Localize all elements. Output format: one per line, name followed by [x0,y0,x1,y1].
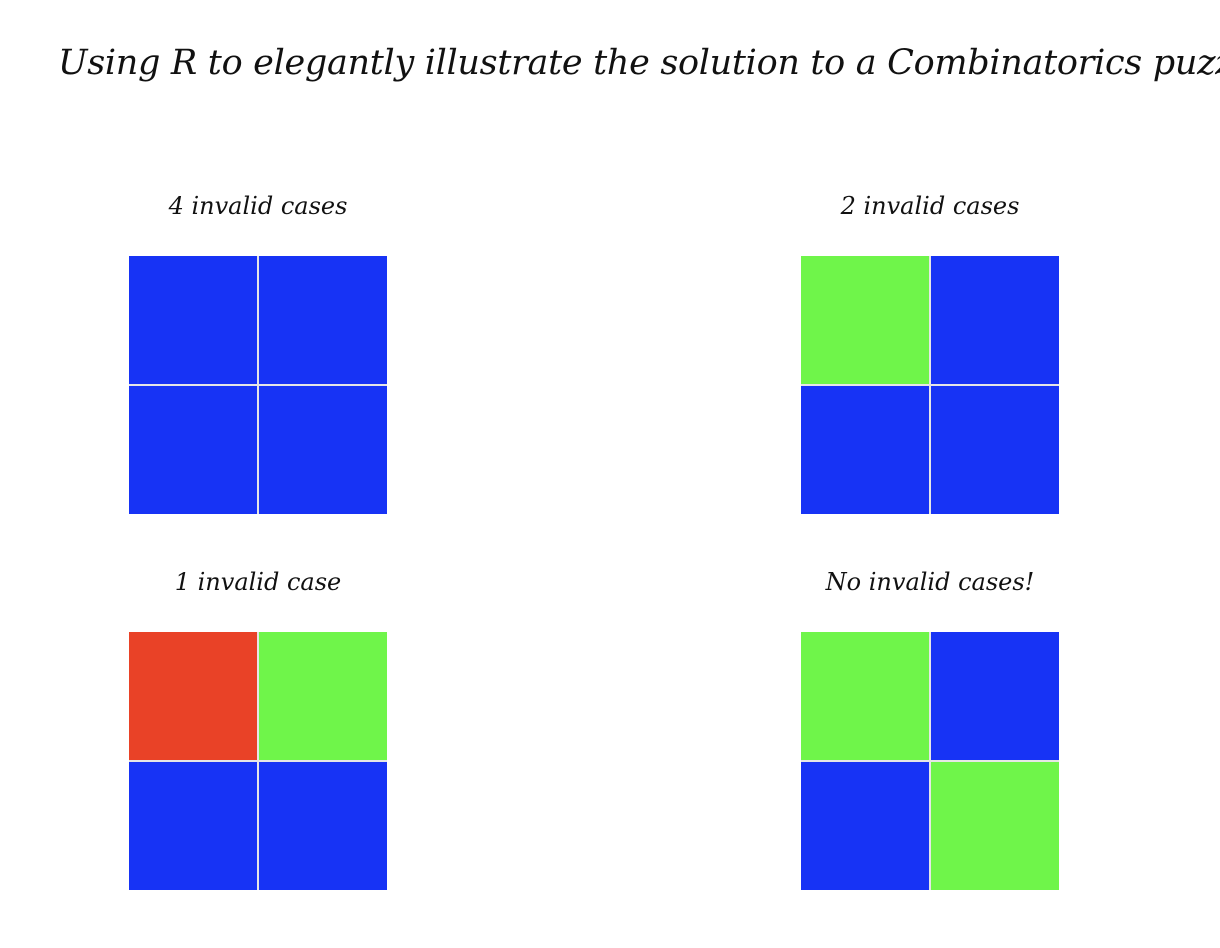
grid-cell [129,632,257,760]
grid-cell [129,386,257,514]
panel-four-invalid-cases: 4 invalid cases [129,186,387,514]
grid-cell [931,632,1059,760]
grid-cell [259,256,387,384]
grid-cell [931,256,1059,384]
panel-no-invalid-cases: No invalid cases! [801,562,1059,890]
grid-cell [259,762,387,890]
grid-cell [129,256,257,384]
grid-cell [259,632,387,760]
panel-label: 4 invalid cases [168,192,348,220]
grid-cell [801,256,929,384]
panel-label: 2 invalid cases [840,192,1020,220]
panel-one-invalid-case: 1 invalid case [129,562,387,890]
grid-cell [801,632,929,760]
color-grid [129,256,387,514]
grid-cell [801,386,929,514]
grid-cell [129,762,257,890]
grid-cell [931,386,1059,514]
grid-cell [931,762,1059,890]
grid-cell [259,386,387,514]
grid-cell [801,762,929,890]
panel-two-invalid-cases: 2 invalid cases [801,186,1059,514]
panel-label: No invalid cases! [825,568,1035,596]
color-grid [801,256,1059,514]
color-grid [129,632,387,890]
color-grid [801,632,1059,890]
panel-label: 1 invalid case [174,568,342,596]
page-title: Using R to elegantly illustrate the solu… [58,43,1220,83]
